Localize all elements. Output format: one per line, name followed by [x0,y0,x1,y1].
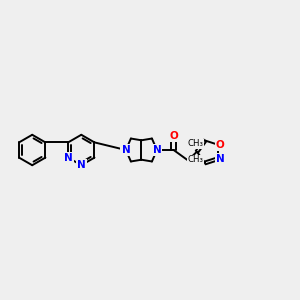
Text: N: N [216,154,225,164]
Text: N: N [122,145,130,155]
Text: O: O [169,130,178,140]
Text: N: N [77,160,86,170]
Text: N: N [153,145,161,155]
Text: CH₃: CH₃ [187,155,203,164]
Text: N: N [64,153,73,163]
Text: CH₃: CH₃ [187,139,203,148]
Text: O: O [216,140,225,150]
